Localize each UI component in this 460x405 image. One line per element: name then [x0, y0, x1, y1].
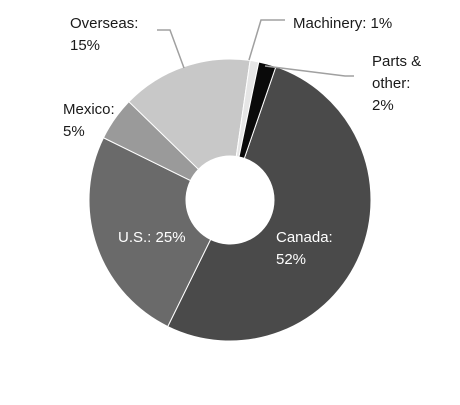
- label-group: Canada: 52% U.S.: 25% Mexico: 5% Oversea…: [63, 15, 421, 268]
- slice-overseas: [128, 58, 251, 171]
- slice-label-canada: Canada:: [276, 229, 333, 246]
- slice-parts: [238, 61, 277, 160]
- slice-label-overseas: Overseas:: [70, 15, 138, 32]
- leader-line-overseas: [157, 29, 185, 69]
- slice-label-parts-line2: other:: [372, 75, 410, 92]
- leader-line-group: [157, 19, 354, 77]
- slice-value-mexico: 5%: [63, 123, 85, 140]
- slice-label-parts: Parts &: [372, 53, 421, 70]
- slice-canada: [167, 66, 372, 342]
- slice-label-mexico: Mexico:: [63, 101, 115, 118]
- slice-us: [88, 137, 212, 328]
- slice-value-overseas: 15%: [70, 37, 100, 54]
- leader-line-machinery: [248, 19, 285, 61]
- slice-value-parts: 2%: [372, 97, 394, 114]
- slice-label-us: U.S.: 25%: [118, 229, 186, 246]
- slice-value-canada: 52%: [276, 251, 306, 268]
- slice-group: [88, 58, 372, 342]
- leader-line-parts: [264, 65, 354, 77]
- slice-label-machinery: Machinery: 1%: [293, 15, 392, 32]
